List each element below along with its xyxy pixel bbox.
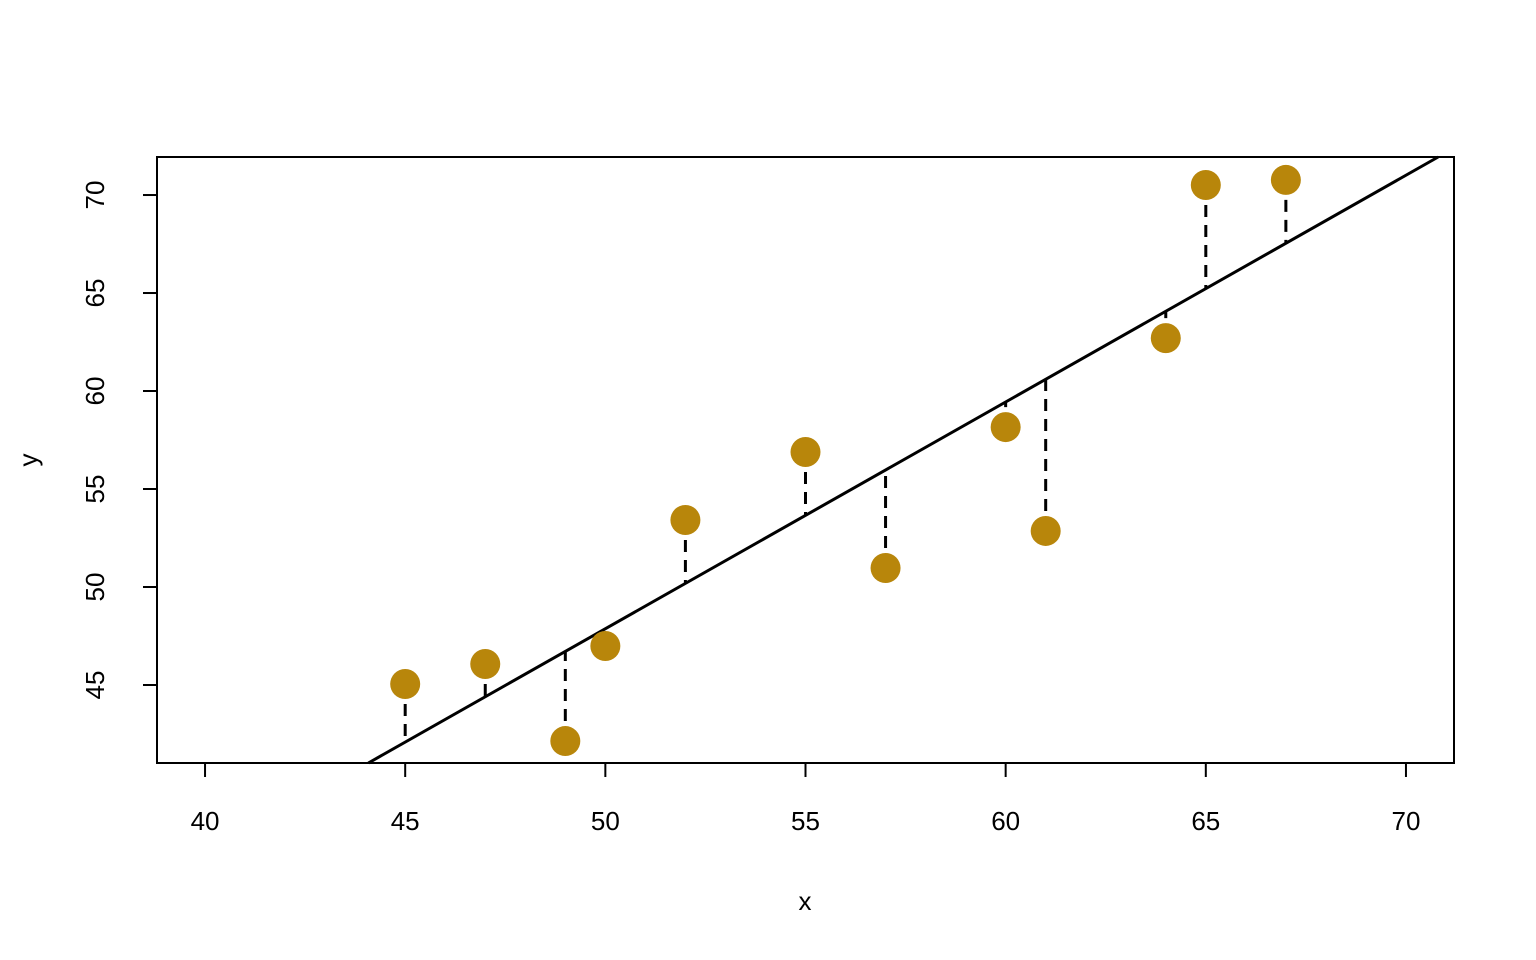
x-tick-label: 40 <box>191 806 220 836</box>
point <box>1190 170 1221 201</box>
x-tick-label: 55 <box>791 806 820 836</box>
regression-line <box>367 155 1439 765</box>
y-tick-label: 55 <box>80 475 110 504</box>
point <box>550 726 581 757</box>
point <box>990 412 1021 443</box>
x-axis-label: x <box>799 886 812 916</box>
y-tick-label: 60 <box>80 377 110 406</box>
x-tick-label: 45 <box>391 806 420 836</box>
point <box>1030 515 1061 546</box>
x-tick-label: 65 <box>1191 806 1220 836</box>
x-tick-label: 60 <box>991 806 1020 836</box>
point <box>870 552 901 583</box>
y-axis-label: y <box>13 454 43 467</box>
point <box>470 649 501 680</box>
x-tick-label: 50 <box>591 806 620 836</box>
point <box>390 669 421 700</box>
point <box>790 436 821 467</box>
y-tick-label: 45 <box>80 671 110 700</box>
x-tick-label: 70 <box>1392 806 1421 836</box>
y-tick-label: 50 <box>80 573 110 602</box>
point <box>590 630 621 661</box>
point <box>670 504 701 535</box>
point <box>1270 164 1301 195</box>
y-tick-label: 65 <box>80 279 110 308</box>
point <box>1150 323 1181 354</box>
y-tick-label: 70 <box>80 181 110 210</box>
